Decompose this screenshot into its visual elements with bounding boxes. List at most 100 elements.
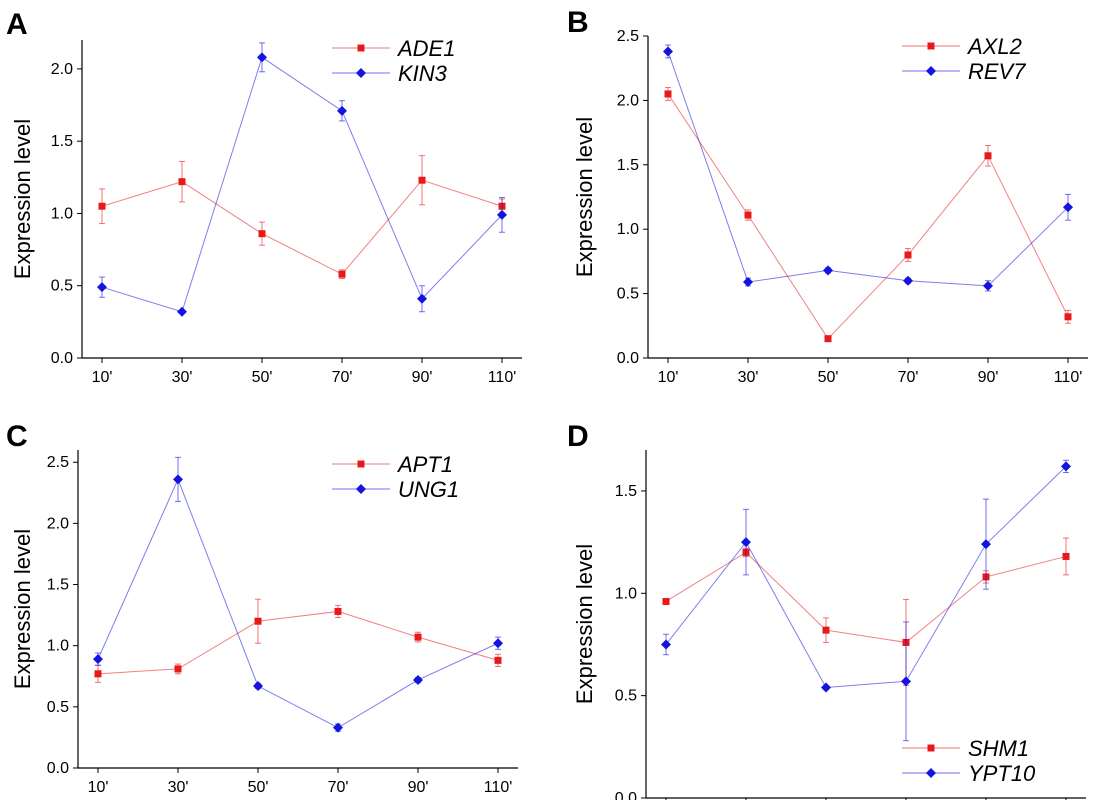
x-tick-label: 70' — [898, 369, 919, 386]
series-line — [667, 93, 1069, 340]
series-axl2 — [664, 87, 1072, 343]
series-line — [101, 179, 503, 275]
data-point — [741, 537, 751, 548]
y-tick-label: 2.0 — [47, 515, 69, 532]
y-tick-label: 2.5 — [617, 28, 639, 45]
x-tick-label: 90' — [412, 369, 433, 386]
panel-c: C 0.0 0.5 1.0 1.5 2.0 2.5 10' 30' 50' 70' 90' 110' Ex… — [6, 420, 518, 796]
y-tick-label: 0.0 — [615, 790, 637, 800]
y-tick-label: 0.5 — [47, 699, 69, 716]
data-point — [418, 176, 426, 184]
x-tick-label: 30' — [738, 369, 759, 386]
legend-marker — [356, 484, 366, 494]
x-tick-label: 70' — [328, 779, 349, 796]
data-point — [493, 638, 503, 649]
legend-marker — [927, 42, 935, 50]
x-tick-label: 50' — [248, 779, 269, 796]
series-rev7 — [663, 44, 1073, 292]
data-point — [981, 539, 991, 550]
x-tick-label: 10' — [658, 369, 679, 386]
series-line — [665, 466, 1067, 688]
y-axis-title: Expression level — [572, 117, 597, 277]
series-line — [101, 56, 503, 313]
y-axis-title: Expression level — [10, 119, 35, 279]
series-line — [665, 551, 1067, 643]
y-tick-label: 0.5 — [615, 688, 637, 705]
legend-label: YPT10 — [968, 761, 1036, 786]
data-point — [497, 209, 507, 220]
data-point — [664, 90, 672, 98]
legend-label: ADE1 — [396, 36, 455, 61]
panel-letter: D — [567, 420, 589, 453]
legend-label: AXL2 — [966, 34, 1022, 59]
data-point — [173, 474, 183, 485]
y-tick-label: 0.0 — [51, 350, 73, 367]
data-point — [254, 617, 262, 625]
data-point — [984, 152, 992, 160]
y-tick-label: 0.5 — [51, 278, 73, 295]
x-tick-label: 50' — [252, 369, 273, 386]
data-point — [661, 639, 671, 650]
series-ypt10 — [661, 459, 1071, 742]
data-point — [337, 105, 347, 116]
x-tick-label: 110' — [484, 779, 513, 796]
x-tick-label: 110' — [1054, 369, 1083, 386]
data-point — [983, 280, 993, 291]
panel-d: D0.00.51.01.510'30'50'70'90'110'Expressi… — [567, 420, 1086, 800]
series-line — [97, 610, 499, 675]
series-line — [667, 51, 1069, 287]
data-point — [417, 293, 427, 304]
y-tick-label: 0.0 — [617, 350, 639, 367]
data-point — [178, 178, 186, 186]
x-tick-label: 10' — [88, 779, 109, 796]
data-point — [98, 202, 106, 210]
x-tick-label: 90' — [408, 779, 429, 796]
legend-marker — [356, 68, 366, 78]
y-tick-label: 1.5 — [617, 157, 639, 174]
y-tick-label: 1.0 — [47, 638, 69, 655]
legend-label: REV7 — [968, 59, 1026, 84]
data-point — [338, 270, 346, 278]
x-tick-label: 110' — [488, 369, 517, 386]
data-point — [663, 46, 673, 57]
data-point — [824, 335, 832, 343]
y-axis-title: Expression level — [572, 544, 597, 704]
y-tick-label: 1.5 — [615, 483, 637, 500]
data-point — [333, 722, 343, 733]
y-tick-label: 1.0 — [615, 585, 637, 602]
panel-letter: B — [567, 6, 589, 39]
y-axis-title: Expression level — [10, 529, 35, 689]
data-point — [253, 681, 263, 692]
series-kin3 — [97, 42, 507, 317]
data-point — [413, 674, 423, 685]
legend-marker — [927, 744, 935, 752]
data-point — [743, 277, 753, 288]
x-tick-label: 50' — [818, 369, 839, 386]
y-tick-label: 2.0 — [617, 92, 639, 109]
series-ung1 — [93, 456, 503, 733]
series-ade1 — [98, 155, 506, 279]
data-point — [822, 626, 830, 634]
legend-marker — [926, 66, 936, 76]
data-point — [93, 654, 103, 665]
data-point — [177, 306, 187, 317]
y-tick-label: 1.5 — [51, 133, 73, 150]
data-point — [901, 676, 911, 687]
data-point — [904, 251, 912, 259]
legend-label: APT1 — [396, 452, 453, 477]
y-tick-label: 1.0 — [51, 205, 73, 222]
panel-letter: A — [6, 8, 28, 41]
legend-label: UNG1 — [398, 477, 459, 502]
y-tick-label: 1.5 — [47, 577, 69, 594]
legend-label: KIN3 — [398, 61, 448, 86]
data-point — [258, 230, 266, 238]
legend-marker — [357, 460, 365, 468]
legend-marker — [357, 44, 365, 52]
y-tick-label: 2.5 — [47, 454, 69, 471]
data-point — [1064, 313, 1072, 321]
data-point — [903, 275, 913, 286]
